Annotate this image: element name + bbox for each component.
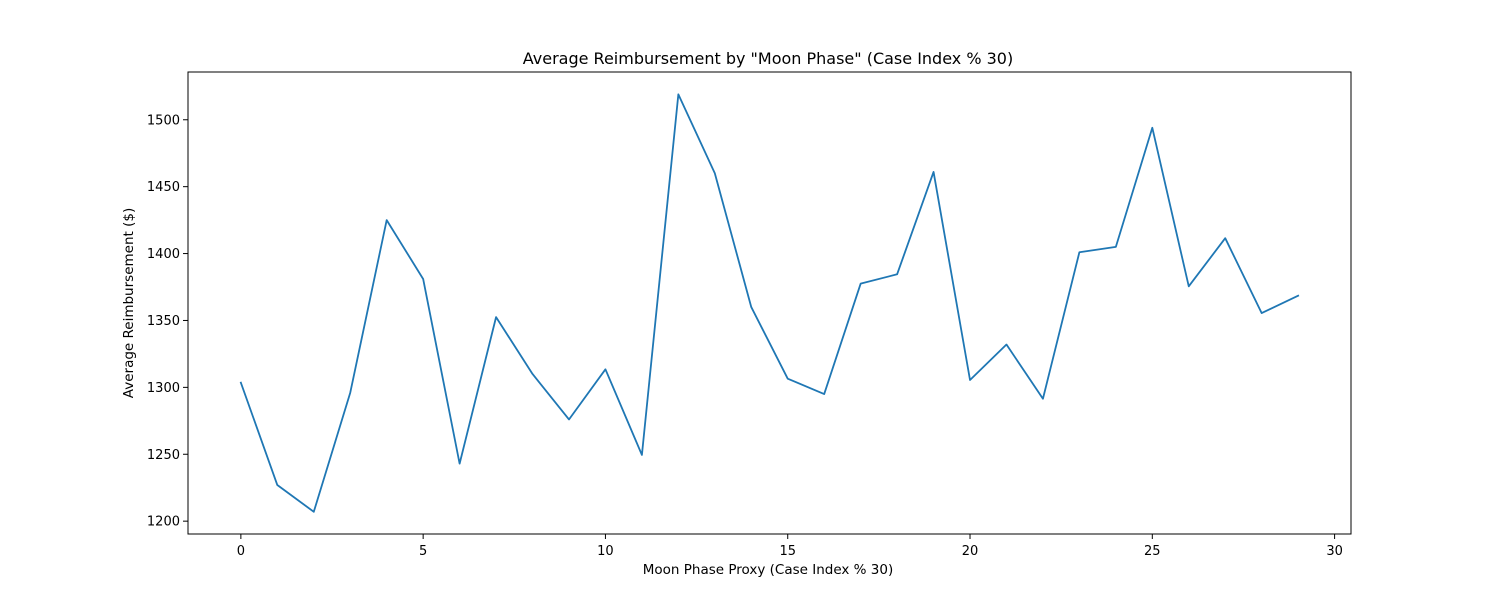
x-tick-label: 10 (597, 544, 614, 559)
x-tick-label: 15 (779, 544, 796, 559)
plot-frame (187, 71, 1352, 535)
y-tick-label: 1500 (147, 113, 180, 128)
y-tick-label: 1450 (147, 180, 180, 195)
x-tick-label: 0 (237, 544, 245, 559)
x-tick-label: 20 (962, 544, 979, 559)
y-tick-label: 1400 (147, 247, 180, 262)
x-tick-label: 25 (1144, 544, 1161, 559)
series-layer (239, 93, 1300, 513)
x-axis: 0 5 10 15 20 25 30 (237, 534, 1343, 559)
y-tick-label: 1350 (147, 314, 180, 329)
chart-title: Average Reimbursement by "Moon Phase" (C… (523, 49, 1013, 68)
y-tick-label: 1300 (147, 381, 180, 396)
series-line-0 (239, 93, 1300, 513)
y-axis-label: Average Reimbursement ($) (121, 208, 137, 398)
y-tick-label: 1200 (147, 515, 180, 530)
y-axis: 1200 1250 1300 1350 1400 1450 1500 (147, 113, 188, 530)
x-tick-label: 30 (1326, 544, 1343, 559)
x-axis-label: Moon Phase Proxy (Case Index % 30) (643, 562, 894, 578)
y-tick-label: 1250 (147, 448, 180, 463)
x-tick-label: 5 (419, 544, 427, 559)
